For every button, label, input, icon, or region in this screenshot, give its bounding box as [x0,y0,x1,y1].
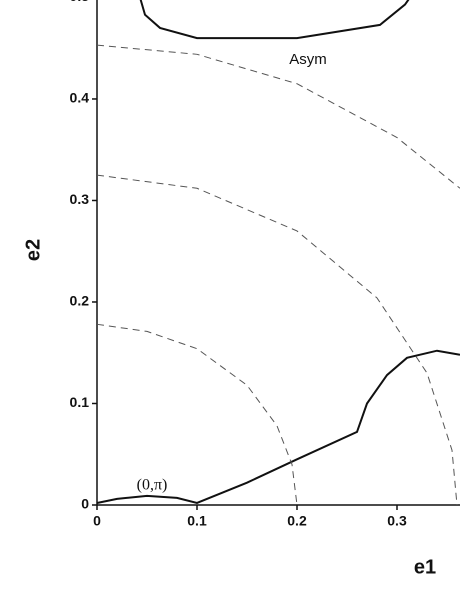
y-tick-label: 0.3 [70,191,90,207]
annotation: Asym [289,51,327,68]
dashed-curve [96,174,458,506]
dashed-curve [96,323,298,506]
x-axis-title: e1 [414,556,436,578]
dashed-curve [96,44,460,189]
x-tick-label: 0.2 [287,513,307,529]
curve [139,0,410,40]
annotation: (0,π) [137,477,168,494]
curve [96,349,460,505]
x-tick-label: 0.1 [187,513,207,529]
y-tick-label: 0 [81,496,89,512]
x-tick-label: 0.3 [387,513,407,529]
y-tick-label: 0.5 [70,0,90,4]
y-tick-label: 0.1 [70,394,90,410]
y-tick-label: 0.4 [70,90,90,106]
x-tick-label: 0 [93,513,101,529]
y-axis-title: e2 [22,239,44,261]
y-tick-label: 0.2 [70,293,90,309]
